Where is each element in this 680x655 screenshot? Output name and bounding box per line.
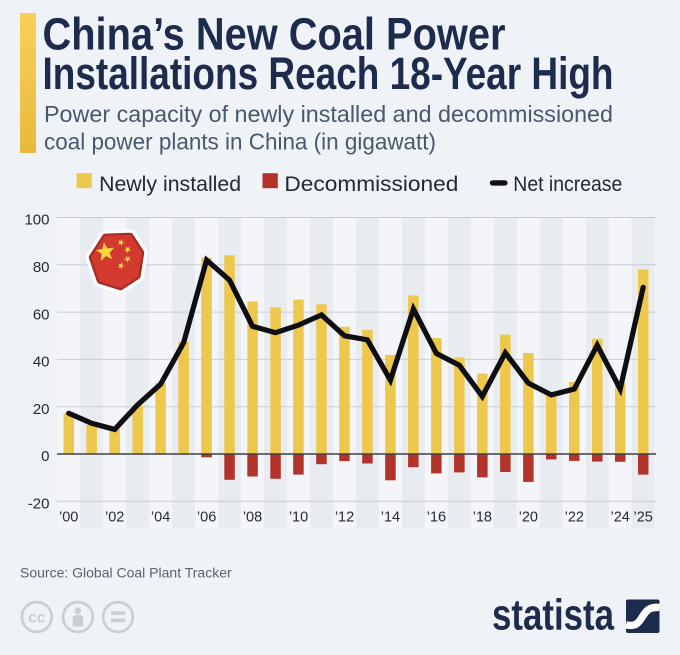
svg-text:20: 20 [33,401,50,418]
svg-text:Source: Global Coal Plant Trac: Source: Global Coal Plant Tracker [20,565,232,581]
svg-text:’20: ’20 [519,510,538,526]
svg-text:-20: -20 [28,496,50,513]
svg-text:’22: ’22 [565,510,584,526]
svg-text:’02: ’02 [105,510,124,526]
svg-text:’25: ’25 [634,510,653,526]
svg-text:’24: ’24 [611,510,630,526]
svg-text:0: 0 [41,448,49,465]
svg-text:Net increase: Net increase [513,172,622,196]
svg-text:’14: ’14 [381,510,400,526]
svg-text:China’s New Coal Power: China’s New Coal Power [43,8,506,59]
svg-text:statista: statista [492,590,614,639]
svg-text:’06: ’06 [197,510,216,526]
svg-text:Installations Reach 18-Year Hi: Installations Reach 18-Year High [43,48,614,99]
svg-text:’16: ’16 [427,510,446,526]
svg-text:’04: ’04 [151,510,170,526]
svg-text:cc: cc [28,610,46,627]
svg-text:’10: ’10 [289,510,308,526]
svg-text:Power capacity of newly instal: Power capacity of newly installed and de… [44,101,613,127]
svg-text:100: 100 [24,212,49,229]
svg-text:40: 40 [33,354,50,371]
svg-text:’00: ’00 [59,510,78,526]
svg-text:Decommissioned: Decommissioned [284,172,458,196]
svg-text:80: 80 [33,259,50,276]
svg-text:’08: ’08 [243,510,262,526]
svg-text:’18: ’18 [473,510,492,526]
svg-text:coal power plants in China (in: coal power plants in China (in gigawatt) [44,129,436,155]
svg-text:’12: ’12 [335,510,354,526]
svg-text:Newly installed: Newly installed [99,172,241,196]
svg-text:60: 60 [33,306,50,323]
